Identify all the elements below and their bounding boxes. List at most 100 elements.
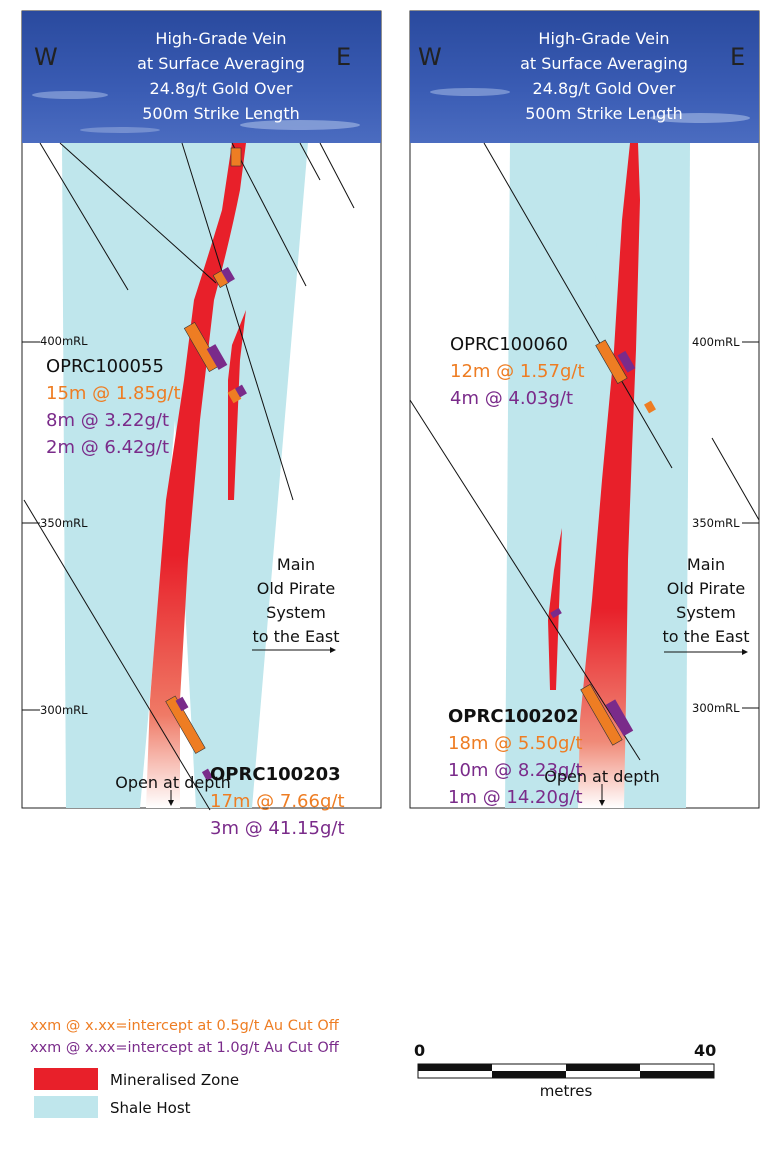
scale-start: 0	[414, 1041, 425, 1060]
system-label-line: Main	[277, 555, 315, 574]
left-drill-trace	[299, 142, 321, 181]
right-mineralised-splay	[548, 528, 562, 690]
intercept-text: 17m @ 7.66g/t	[210, 791, 345, 812]
legend-shale-label: Shale Host	[110, 1099, 191, 1117]
banner-line: at Surface Averaging	[520, 54, 688, 73]
legend-cutoff-10: xxm @ x.xx=intercept at 1.0g/t Au Cut Of…	[30, 1040, 340, 1056]
purple-intercept	[201, 768, 213, 781]
cloud	[32, 91, 108, 99]
banner-line: 24.8g/t Gold Over	[533, 79, 676, 98]
system-label-line: to the East	[252, 627, 339, 646]
rl-label-300: 300mRL	[692, 701, 740, 715]
system-label-line: Main	[687, 555, 725, 574]
intercept-text: 1m @ 14.20g/t	[448, 787, 583, 808]
intercept-text: 18m @ 5.50g/t	[448, 733, 583, 754]
legend-cutoff-05: xxm @ x.xx=intercept at 0.5g/t Au Cut Of…	[30, 1018, 340, 1034]
system-label-line: System	[676, 603, 736, 622]
intercept-text: 3m @ 41.15g/t	[210, 818, 345, 839]
orange-intercept	[230, 147, 242, 167]
banner-line: 24.8g/t Gold Over	[150, 79, 293, 98]
purple-intercept	[550, 607, 562, 619]
system-label-line: to the East	[662, 627, 749, 646]
cloud	[650, 113, 750, 123]
left-drill-trace	[181, 142, 294, 501]
east-label: E	[336, 43, 351, 71]
east-label: E	[730, 43, 745, 71]
left-drill-trace	[23, 499, 211, 811]
scale-segment	[640, 1071, 714, 1078]
left-mineralised-splay	[228, 310, 246, 500]
banner-line: 500m Strike Length	[142, 104, 299, 123]
rl-label-300: 300mRL	[40, 703, 88, 717]
left-drill-trace	[319, 142, 355, 209]
intercept-text: 2m @ 6.42g/t	[46, 437, 169, 458]
legend: xxm @ x.xx=intercept at 0.5g/t Au Cut Of…	[30, 1018, 340, 1118]
depth-label: Open at depth	[115, 773, 231, 792]
orange-intercept	[183, 321, 221, 373]
scale-segment	[566, 1064, 640, 1071]
mineralised-swatch	[34, 1068, 98, 1090]
rl-label-350: 350mRL	[692, 516, 740, 530]
purple-intercept	[221, 266, 235, 284]
left-drill-trace	[39, 142, 129, 291]
hole-name: OPRC100203	[210, 764, 341, 785]
system-label-line: Old Pirate	[667, 579, 746, 598]
banner-line: at Surface Averaging	[137, 54, 305, 73]
cloud	[80, 127, 160, 133]
arrowhead-icon	[599, 800, 605, 806]
scale-unit: metres	[540, 1082, 593, 1100]
left-drill-trace	[231, 142, 307, 287]
legend-mineralised-label: Mineralised Zone	[110, 1071, 239, 1089]
arrowhead-icon	[742, 649, 748, 655]
rl-label-350: 350mRL	[40, 516, 88, 530]
right-panel: W E High-Grade Vein at Surface Averaging…	[409, 10, 760, 809]
system-label-line: Old Pirate	[257, 579, 336, 598]
orange-intercept	[165, 695, 206, 754]
depth-label: Open at depth	[544, 767, 660, 786]
scale-bar: 0 40 metres	[414, 1041, 716, 1100]
left-shale-host-west	[62, 143, 200, 808]
purple-intercept	[175, 696, 189, 712]
orange-intercept	[580, 683, 623, 746]
intercept-text: 15m @ 1.85g/t	[46, 383, 181, 404]
intercept-text: 8m @ 3.22g/t	[46, 410, 169, 431]
hole-name: OPRC100060	[450, 334, 568, 355]
purple-intercept	[235, 384, 247, 398]
right-drill-trace	[483, 142, 673, 469]
banner-line: 500m Strike Length	[525, 104, 682, 123]
purple-intercept	[617, 350, 636, 373]
scale-segment	[418, 1064, 492, 1071]
system-label-line: System	[266, 603, 326, 622]
orange-intercept	[595, 339, 628, 384]
banner-line: High-Grade Vein	[538, 29, 669, 48]
west-label: W	[418, 43, 442, 71]
purple-intercept	[206, 344, 228, 370]
cloud	[240, 120, 360, 130]
banner-line: High-Grade Vein	[155, 29, 286, 48]
intercept-text: 10m @ 8.23g/t	[448, 760, 583, 781]
orange-intercept	[227, 388, 242, 404]
rl-label-400: 400mRL	[692, 335, 740, 349]
scale-end: 40	[694, 1041, 716, 1060]
purple-intercept	[605, 699, 634, 737]
shale-swatch	[34, 1096, 98, 1118]
arrowhead-icon	[168, 800, 174, 806]
west-label: W	[34, 43, 58, 71]
cloud	[430, 88, 510, 96]
orange-intercept	[644, 400, 656, 414]
rl-label-400: 400mRL	[40, 334, 88, 348]
intercept-text: 12m @ 1.57g/t	[450, 361, 585, 382]
left-drill-trace	[59, 142, 217, 284]
right-shale-host-west	[505, 143, 600, 808]
scale-segment	[492, 1071, 566, 1078]
right-drill-trace	[711, 437, 760, 521]
left-panel: W E High-Grade Vein at Surface Averaging…	[21, 10, 382, 839]
hole-name: OPRC100202	[448, 706, 579, 727]
right-mineralised-zone	[578, 143, 640, 808]
arrowhead-icon	[330, 647, 336, 653]
right-drill-trace	[409, 399, 641, 761]
intercept-text: 4m @ 4.03g/t	[450, 388, 573, 409]
hole-name: OPRC100055	[46, 356, 164, 377]
left-mineralised-zone	[146, 143, 246, 808]
